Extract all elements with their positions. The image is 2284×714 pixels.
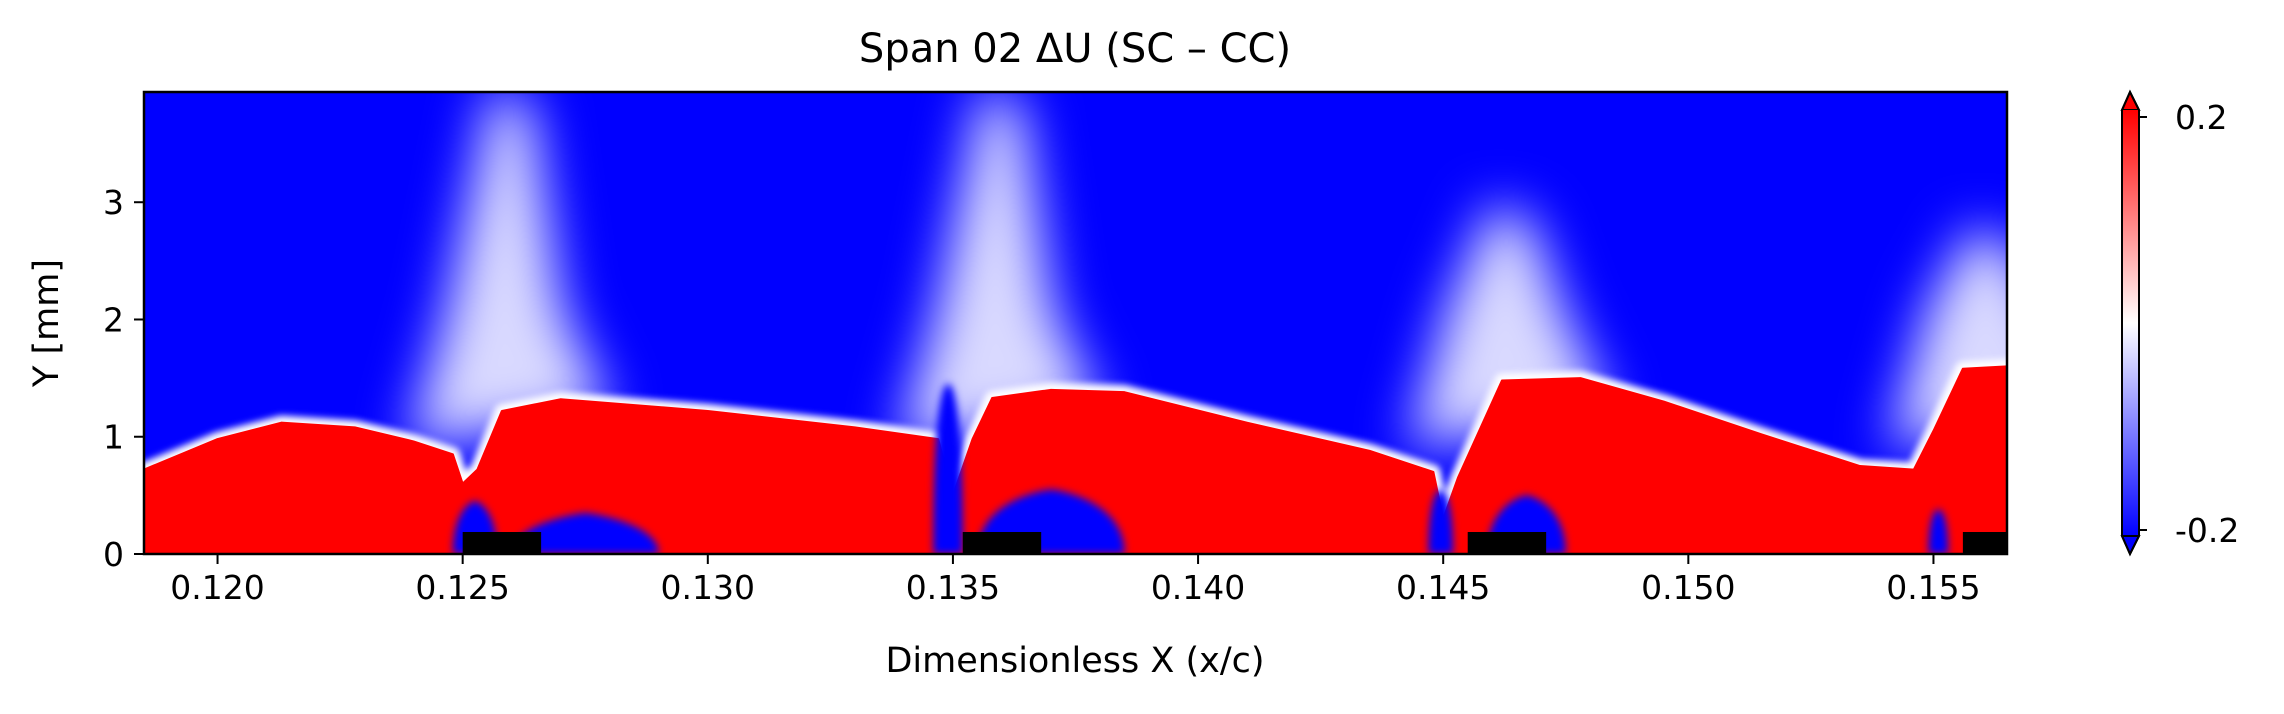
colorbar-gradient bbox=[2122, 110, 2139, 536]
y-tick-label-4: 3 bbox=[103, 183, 124, 222]
x-tick-label-8: 0.155 bbox=[1886, 568, 1980, 607]
slot-marker-4 bbox=[1962, 532, 2007, 554]
y-tick-label-1: 0 bbox=[103, 535, 124, 574]
x-tick-label-1: 0.120 bbox=[170, 568, 264, 607]
negative-pocket-7 bbox=[1928, 509, 1949, 554]
y-tick-label-2: 1 bbox=[103, 418, 124, 457]
slot-marker-3 bbox=[1467, 532, 1547, 554]
colorbar: 0.2 -0.2 bbox=[2120, 89, 2239, 557]
y-tick-label-3: 2 bbox=[103, 300, 124, 339]
negative-pocket-3 bbox=[933, 383, 963, 554]
y-axis-label: Y [mm] bbox=[27, 259, 67, 388]
x-tick-label-6: 0.145 bbox=[1396, 568, 1490, 607]
colorbar-outline bbox=[2121, 89, 2140, 557]
slot-marker-2 bbox=[962, 532, 1042, 554]
slot-markers bbox=[462, 532, 2007, 554]
plot-area bbox=[144, 92, 2007, 554]
wake-plume-1 bbox=[406, 92, 612, 449]
plot-frame bbox=[142, 90, 2009, 556]
x-tick-label-3: 0.130 bbox=[661, 568, 755, 607]
slot-marker-1 bbox=[462, 532, 542, 554]
negative-pocket-5 bbox=[1428, 489, 1454, 554]
negative-pocket-2 bbox=[511, 512, 659, 554]
wake-plumes bbox=[406, 92, 2007, 449]
y-axis: 0 1 2 3 bbox=[103, 183, 144, 574]
colorbar-tick-label-min: -0.2 bbox=[2175, 511, 2239, 550]
colorbar-tick-label-max: 0.2 bbox=[2175, 98, 2227, 137]
x-tick-label-2: 0.125 bbox=[415, 568, 509, 607]
x-tick-label-5: 0.140 bbox=[1151, 568, 1245, 607]
x-tick-label-7: 0.150 bbox=[1641, 568, 1735, 607]
x-axis: 0.120 0.125 0.130 0.135 0.140 0.145 0.150 0.155 bbox=[170, 554, 1981, 607]
x-axis-label: Dimensionless X (x/c) bbox=[885, 641, 1264, 681]
x-tick-label-4: 0.135 bbox=[906, 568, 1000, 607]
chart-title: Span 02 ΔU (SC – CC) bbox=[859, 26, 1291, 72]
wake-plume-2 bbox=[897, 92, 1103, 449]
